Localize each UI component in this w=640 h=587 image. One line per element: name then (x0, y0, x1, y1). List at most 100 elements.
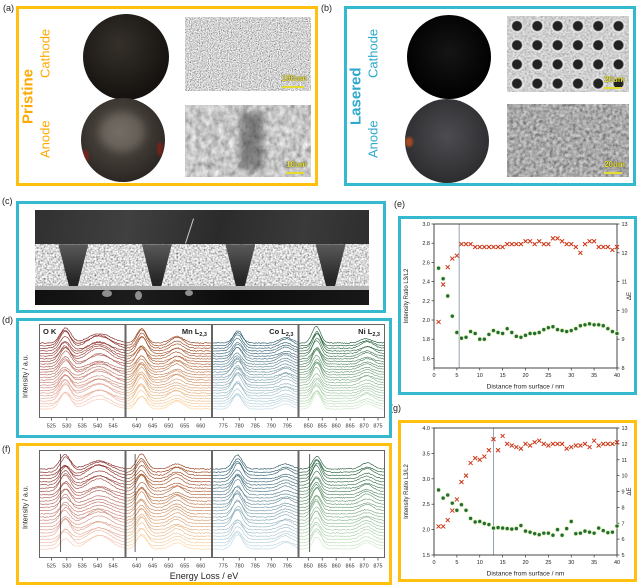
svg-text:13: 13 (622, 426, 628, 432)
svg-text:10: 10 (477, 560, 483, 566)
panel-e-tag: (e) (394, 199, 405, 209)
pristine-label: Pristine (19, 68, 37, 124)
panel-f-eels-spectra: Intensity / a.u. 525 530 535 540 545 640 645 65… (16, 443, 392, 585)
scalebar-20um-anode: 20um (604, 155, 625, 174)
svg-text:775: 775 (219, 424, 228, 430)
svg-text:790: 790 (267, 564, 276, 570)
svg-text:40: 40 (614, 373, 620, 379)
granular-texture (35, 244, 369, 287)
sem-anode-lasered: 20um (507, 104, 629, 177)
scatter-plot-e: 1.6 1.8 2.0 2.2 2.4 2.6 2.8 3.0 8 9 10 11 12 13 0 5 10 15… (401, 219, 634, 392)
svg-text:35: 35 (591, 373, 597, 379)
svg-text:2.5: 2.5 (422, 502, 430, 508)
svg-text:860: 860 (332, 564, 341, 570)
svg-text:11: 11 (622, 280, 628, 286)
svg-text:Intensity Ratio L3/L2: Intensity Ratio L3/L2 (404, 463, 410, 518)
svg-text:35: 35 (591, 560, 597, 566)
cross-section-substrate (35, 289, 369, 305)
svg-text:4.0: 4.0 (422, 426, 430, 432)
panel-c-cross-section (16, 201, 386, 313)
svg-text:2.4: 2.4 (422, 280, 430, 286)
svg-text:645: 645 (148, 424, 157, 430)
svg-text:5: 5 (622, 553, 625, 559)
svg-text:8: 8 (622, 366, 625, 372)
svg-text:3.5: 3.5 (422, 451, 430, 457)
panel-d-tag: (d) (2, 315, 13, 325)
panel-f-tag: (f) (2, 444, 11, 454)
svg-text:530: 530 (62, 424, 71, 430)
cross-section-background (35, 210, 369, 247)
lasered-anode-label: Anode (365, 120, 381, 158)
sem-cathode-pristine: 100um (185, 17, 311, 91)
svg-text:660: 660 (196, 564, 205, 570)
svg-text:640: 640 (132, 564, 141, 570)
scalebar-100um: 100um (281, 69, 307, 88)
svg-text:655: 655 (180, 564, 189, 570)
svg-text:780: 780 (235, 424, 244, 430)
svg-text:655: 655 (180, 424, 189, 430)
svg-text:6: 6 (622, 537, 625, 543)
panel-d-eels-spectra: Intensity / a.u. 525 530 535 540 545 O K 640 64… (16, 318, 392, 438)
svg-text:525: 525 (47, 424, 56, 430)
panel-b-lasered: Lasered Cathode Anode 20um 20um (344, 6, 636, 186)
chartG-svg: 1.5 2.0 2.5 3.0 3.5 4.0 5 6 7 8 9 10 11 12 13 0 5 10 15 20 2… (404, 426, 633, 578)
panel-f-xlabel: Energy Loss / eV (169, 571, 239, 581)
foil-debris (135, 290, 143, 300)
svg-text:Distance from surface / nm: Distance from surface / nm (487, 384, 565, 391)
svg-text:535: 535 (78, 424, 87, 430)
svg-text:15: 15 (500, 560, 506, 566)
svg-text:795: 795 (283, 564, 292, 570)
svg-text:785: 785 (251, 424, 260, 430)
svg-text:795: 795 (283, 424, 292, 430)
sem-noise-texture (507, 104, 629, 177)
svg-text:860: 860 (332, 424, 341, 430)
svg-text:790: 790 (267, 424, 276, 430)
svg-text:12: 12 (622, 442, 628, 448)
svg-text:545: 545 (109, 424, 118, 430)
pristine-anode-disc-photo (81, 98, 165, 182)
lasered-cathode-disc-photo (407, 15, 491, 99)
svg-text:30: 30 (568, 560, 574, 566)
svg-text:0: 0 (432, 560, 435, 566)
svg-text:865: 865 (346, 564, 355, 570)
svg-text:1.8: 1.8 (422, 337, 430, 343)
svg-text:2.6: 2.6 (422, 260, 430, 266)
svg-text:855: 855 (318, 564, 327, 570)
panel-f-ylabel: Intensity / a.u. (22, 485, 30, 529)
panel-b-tag: (b) (321, 3, 332, 13)
scalebar-20um-cathode: 20um (604, 70, 625, 89)
svg-text:15: 15 (500, 373, 506, 379)
svg-text:540: 540 (93, 424, 102, 430)
foil-debris (101, 289, 112, 297)
svg-text:12: 12 (622, 251, 628, 257)
svg-text:7: 7 (622, 521, 625, 527)
panel-a-tag: (a) (3, 3, 14, 13)
svg-text:640: 640 (132, 424, 141, 430)
pristine-anode-label: Anode (37, 120, 53, 158)
svg-text:ΔE: ΔE (627, 292, 633, 300)
svg-text:O K: O K (43, 327, 57, 336)
panel-d-ylabel: Intensity / a.u. (22, 354, 30, 398)
svg-text:2.0: 2.0 (422, 528, 430, 534)
svg-text:ΔE: ΔE (627, 487, 633, 495)
svg-text:9: 9 (622, 337, 625, 343)
electrode-coating-layer (35, 244, 369, 287)
svg-text:650: 650 (164, 424, 173, 430)
svg-text:545: 545 (109, 564, 118, 570)
svg-text:865: 865 (346, 424, 355, 430)
laser-hole-pattern (507, 16, 629, 92)
svg-text:5: 5 (455, 373, 458, 379)
svg-text:525: 525 (47, 564, 56, 570)
svg-text:650: 650 (164, 564, 173, 570)
panel-g-tag: (g) (390, 403, 401, 413)
svg-text:775: 775 (219, 564, 228, 570)
svg-text:660: 660 (196, 424, 205, 430)
svg-text:11: 11 (622, 458, 628, 464)
svg-text:Distance from surface / nm: Distance from surface / nm (487, 571, 565, 578)
svg-text:780: 780 (235, 564, 244, 570)
svg-text:870: 870 (359, 424, 368, 430)
svg-text:Mn L2,3: Mn L2,3 (182, 327, 207, 338)
scatter-plot-g: 1.5 2.0 2.5 3.0 3.5 4.0 5 6 7 8 9 10 11 12 13 0 5 10 15 20 2… (401, 423, 634, 579)
svg-text:Intensity Ratio L3/L2: Intensity Ratio L3/L2 (404, 268, 410, 323)
